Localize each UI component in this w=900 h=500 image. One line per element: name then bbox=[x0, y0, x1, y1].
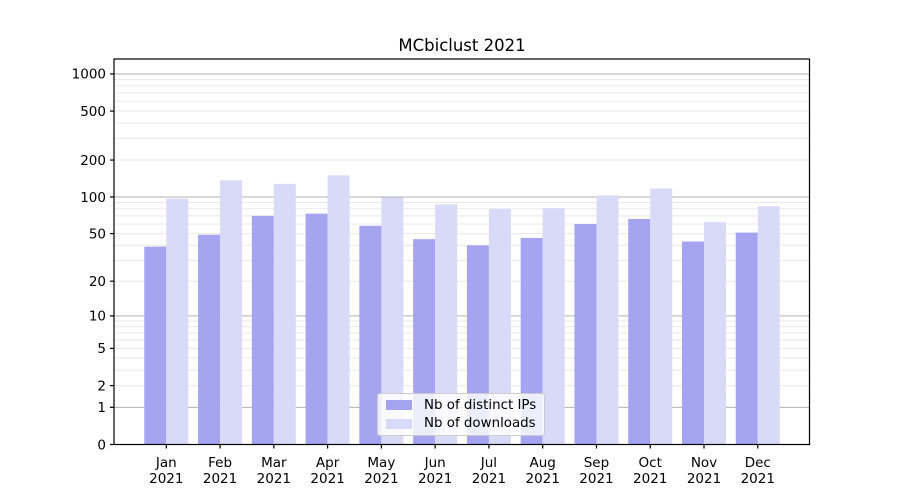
x-tick-label-year-sep: 2021 bbox=[579, 471, 613, 487]
x-tick-label-month-jan: Jan bbox=[155, 455, 177, 471]
y-tick-label-0: 0 bbox=[97, 437, 106, 453]
bar-distinct-ips-sep bbox=[574, 224, 597, 445]
y-tick-label-1: 1 bbox=[97, 400, 106, 416]
bar-distinct-ips-may bbox=[359, 225, 382, 445]
bar-downloads-may bbox=[381, 197, 404, 445]
x-tick-label-year-aug: 2021 bbox=[526, 471, 560, 487]
x-tick-label-month-jun: Jun bbox=[424, 455, 446, 471]
bar-distinct-ips-feb bbox=[198, 234, 221, 445]
bar-downloads-oct bbox=[650, 188, 673, 445]
y-tick-label-20: 20 bbox=[89, 274, 106, 290]
y-tick-label-50: 50 bbox=[89, 226, 106, 242]
x-tick-label-year-jul: 2021 bbox=[472, 471, 506, 487]
bar-downloads-apr bbox=[327, 175, 350, 445]
x-tick-label-month-jul: Jul bbox=[480, 455, 497, 471]
bar-distinct-ips-apr bbox=[305, 213, 328, 445]
x-tick-label-month-sep: Sep bbox=[584, 455, 609, 471]
legend-swatch-downloads bbox=[386, 418, 412, 429]
y-tick-label-5: 5 bbox=[97, 341, 106, 357]
y-tick-label-10: 10 bbox=[89, 309, 106, 325]
x-tick-label-month-apr: Apr bbox=[316, 455, 340, 471]
chart-title: MCbiclust 2021 bbox=[398, 36, 526, 55]
bar-distinct-ips-jan bbox=[144, 246, 167, 445]
bar-downloads-feb bbox=[220, 180, 243, 445]
y-tick-label-2: 2 bbox=[97, 378, 106, 394]
bar-downloads-jul bbox=[488, 208, 511, 445]
bar-downloads-dec bbox=[757, 206, 780, 445]
bar-distinct-ips-mar bbox=[251, 215, 274, 445]
bar-distinct-ips-nov bbox=[682, 241, 704, 445]
x-tick-label-year-may: 2021 bbox=[364, 471, 398, 487]
legend-item-distinct-ips: Nb of distinct IPs bbox=[378, 396, 544, 414]
y-tick-label-100: 100 bbox=[80, 190, 106, 206]
x-tick-label-year-feb: 2021 bbox=[203, 471, 237, 487]
x-tick-label-year-jan: 2021 bbox=[149, 471, 183, 487]
x-tick-label-year-mar: 2021 bbox=[257, 471, 291, 487]
x-tick-label-year-apr: 2021 bbox=[310, 471, 344, 487]
bar-distinct-ips-aug bbox=[520, 237, 543, 445]
legend: Nb of distinct IPs Nb of downloads bbox=[377, 393, 545, 436]
x-tick-label-month-aug: Aug bbox=[530, 455, 556, 471]
x-tick-label-month-oct: Oct bbox=[639, 455, 662, 471]
y-tick-label-500: 500 bbox=[80, 104, 106, 120]
bar-downloads-nov bbox=[704, 222, 726, 445]
x-tick-label-year-nov: 2021 bbox=[687, 471, 721, 487]
bar-downloads-sep bbox=[596, 195, 619, 445]
x-tick-label-month-may: May bbox=[367, 455, 395, 471]
legend-label-downloads: Nb of downloads bbox=[424, 416, 536, 432]
x-tick-label-year-oct: 2021 bbox=[633, 471, 667, 487]
bar-distinct-ips-dec bbox=[735, 232, 758, 445]
x-tick-label-month-dec: Dec bbox=[745, 455, 771, 471]
y-tick-label-1000: 1000 bbox=[72, 67, 106, 83]
bar-downloads-jan bbox=[166, 198, 189, 445]
x-tick-label-year-dec: 2021 bbox=[741, 471, 775, 487]
x-tick-label-month-mar: Mar bbox=[261, 455, 287, 471]
x-tick-label-month-feb: Feb bbox=[208, 455, 232, 471]
x-tick-label-month-nov: Nov bbox=[691, 455, 717, 471]
bar-downloads-mar bbox=[273, 183, 296, 445]
legend-label-distinct-ips: Nb of distinct IPs bbox=[424, 397, 537, 413]
bar-downloads-jun bbox=[435, 204, 458, 445]
legend-item-downloads: Nb of downloads bbox=[378, 415, 544, 433]
bar-downloads-aug bbox=[542, 208, 565, 445]
legend-swatch-distinct-ips bbox=[386, 400, 412, 411]
plot-border bbox=[113, 58, 811, 446]
bar-distinct-ips-oct bbox=[628, 218, 651, 445]
x-tick-label-year-jun: 2021 bbox=[418, 471, 452, 487]
y-tick-label-200: 200 bbox=[80, 153, 106, 169]
